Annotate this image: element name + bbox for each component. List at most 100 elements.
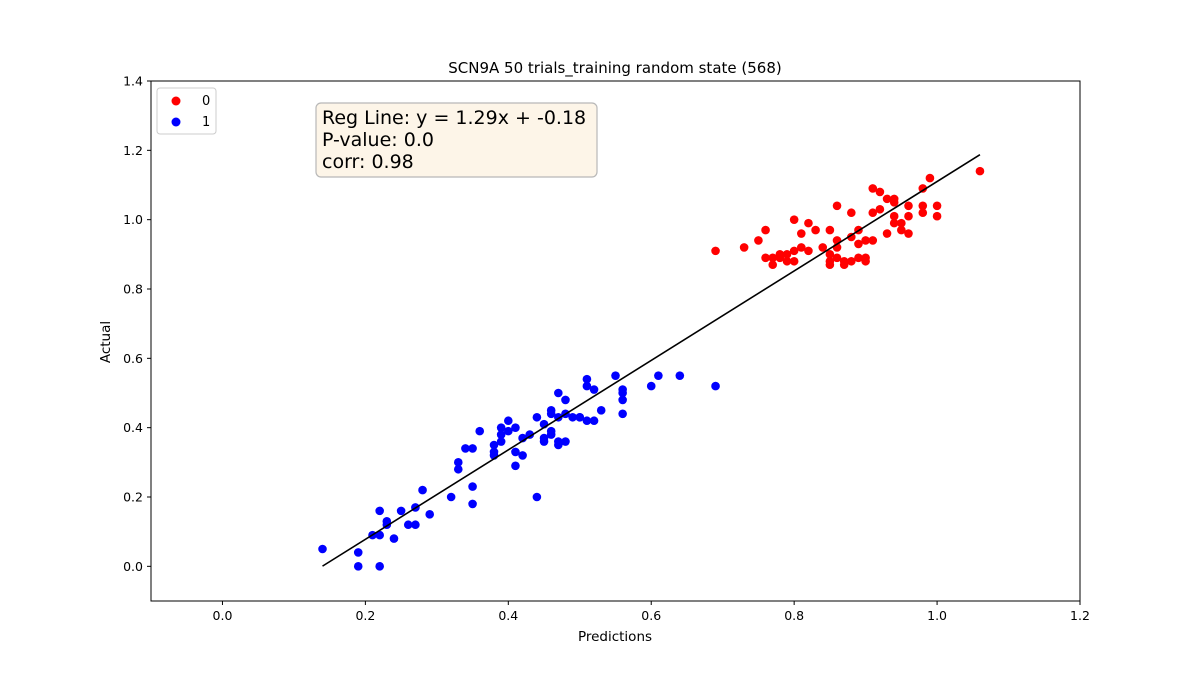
data-point-series-1 — [646, 381, 656, 391]
data-point-series-0 — [832, 253, 842, 263]
data-point-series-1 — [396, 506, 406, 516]
data-point-series-1 — [568, 412, 577, 422]
data-point-series-0 — [854, 253, 863, 263]
data-point-series-0 — [925, 173, 935, 183]
data-point-series-1 — [504, 416, 513, 426]
data-point-series-1 — [596, 406, 606, 415]
data-point-series-0 — [918, 208, 928, 218]
y-tick-label: 0.6 — [123, 351, 143, 366]
data-point-series-0 — [882, 229, 892, 238]
data-point-series-0 — [904, 201, 913, 211]
data-point-series-0 — [975, 166, 985, 176]
data-point-series-1 — [546, 426, 556, 436]
data-point-series-1 — [468, 499, 477, 509]
data-point-series-0 — [897, 225, 906, 235]
legend-label-series-0: 0 — [202, 94, 210, 109]
data-point-series-1 — [675, 371, 685, 380]
data-point-series-0 — [825, 260, 835, 270]
data-point-series-0 — [761, 253, 770, 263]
data-point-series-1 — [518, 451, 527, 460]
data-point-series-0 — [904, 211, 913, 221]
data-point-series-1 — [382, 516, 392, 526]
data-point-series-1 — [496, 437, 506, 446]
data-point-series-0 — [861, 253, 870, 263]
data-point-series-0 — [768, 260, 778, 270]
data-point-series-0 — [918, 201, 928, 211]
data-point-series-1 — [468, 444, 477, 453]
data-point-series-0 — [825, 250, 835, 259]
data-point-series-0 — [811, 225, 820, 235]
data-point-series-1 — [504, 426, 513, 436]
data-point-series-0 — [918, 184, 928, 193]
data-point-series-1 — [511, 461, 520, 471]
x-tick-label: 1.2 — [1070, 608, 1090, 623]
data-point-series-1 — [411, 520, 420, 530]
legend-label-series-1: 1 — [202, 115, 210, 130]
data-point-series-0 — [889, 198, 899, 207]
data-point-series-1 — [468, 482, 477, 491]
data-point-series-0 — [804, 218, 813, 228]
legend: 0 1 — [156, 87, 217, 135]
data-point-series-1 — [582, 416, 592, 426]
data-point-series-1 — [489, 447, 499, 457]
annotation-line-corr: corr: 0.98 — [322, 151, 414, 173]
data-point-series-1 — [582, 374, 592, 384]
data-point-series-0 — [889, 218, 899, 228]
data-point-series-1 — [582, 381, 592, 391]
data-point-series-0 — [904, 229, 913, 238]
data-point-series-0 — [932, 201, 942, 211]
data-point-series-1 — [375, 530, 384, 540]
data-point-series-1 — [375, 506, 384, 516]
data-point-series-1 — [532, 412, 542, 422]
data-point-series-1 — [554, 437, 563, 446]
x-tick-label: 1.0 — [927, 608, 947, 623]
x-tick-label: 0.4 — [498, 608, 518, 623]
data-point-series-1 — [546, 406, 556, 415]
y-tick-label: 1.4 — [123, 74, 143, 89]
y-tick-label: 0.0 — [123, 559, 143, 574]
data-point-series-0 — [789, 215, 799, 224]
data-point-series-0 — [847, 256, 856, 266]
data-point-series-1 — [525, 430, 535, 439]
data-point-series-1 — [618, 388, 627, 398]
plot-area-frame — [150, 80, 1081, 602]
data-point-series-0 — [797, 229, 806, 238]
chart-title: SCN9A 50 trials_training random state (5… — [448, 59, 781, 78]
data-point-series-1 — [496, 423, 506, 432]
x-tick-label: 0.8 — [784, 608, 804, 623]
data-point-series-0 — [754, 236, 763, 245]
data-point-series-1 — [318, 544, 327, 554]
data-point-series-1 — [425, 510, 435, 519]
data-point-series-0 — [875, 204, 885, 214]
data-point-series-1 — [475, 426, 485, 436]
data-point-series-1 — [539, 433, 549, 443]
data-points — [318, 166, 985, 571]
data-point-series-0 — [861, 236, 870, 245]
data-point-series-1 — [618, 395, 627, 405]
data-point-series-0 — [789, 256, 799, 266]
data-point-series-0 — [739, 243, 749, 252]
x-tick-label: 0.0 — [213, 608, 233, 623]
regression-annotation: Reg Line: y = 1.29x + -0.18 P-value: 0.0… — [315, 102, 598, 178]
data-point-series-0 — [782, 256, 792, 266]
data-point-series-1 — [418, 485, 427, 495]
data-point-series-0 — [818, 243, 828, 252]
data-point-series-0 — [889, 211, 899, 221]
data-point-series-0 — [782, 250, 792, 259]
data-point-series-0 — [868, 208, 878, 218]
data-point-series-1 — [618, 409, 627, 419]
data-point-series-0 — [839, 256, 849, 266]
regression-line — [322, 154, 981, 567]
data-point-series-1 — [353, 548, 363, 557]
y-axis-label: Actual — [98, 321, 114, 363]
data-point-series-1 — [511, 447, 520, 457]
data-point-series-0 — [711, 246, 720, 256]
data-point-series-0 — [825, 225, 835, 235]
y-tick-label: 1.0 — [123, 212, 143, 227]
data-point-series-1 — [461, 444, 470, 453]
data-point-series-0 — [832, 201, 842, 211]
data-point-series-1 — [453, 458, 463, 467]
legend-marker-series-0 — [171, 96, 181, 106]
x-axis-label: Predictions — [578, 629, 652, 645]
